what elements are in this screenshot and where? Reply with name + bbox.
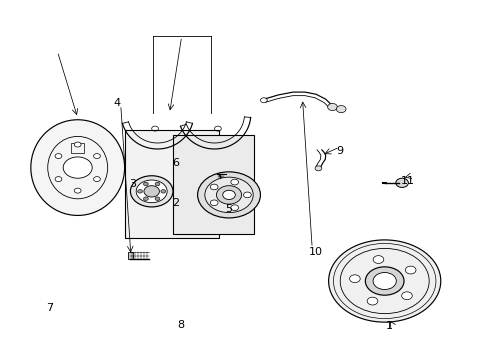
Circle shape (349, 275, 360, 283)
Circle shape (204, 177, 253, 213)
Circle shape (155, 182, 160, 186)
Circle shape (161, 190, 165, 193)
Circle shape (405, 266, 415, 274)
Circle shape (138, 190, 142, 193)
Circle shape (336, 105, 346, 113)
Text: 10: 10 (308, 247, 323, 257)
Circle shape (210, 184, 218, 190)
Circle shape (74, 142, 81, 147)
Circle shape (93, 154, 100, 158)
Circle shape (366, 297, 377, 305)
Bar (127, 252, 133, 259)
Text: 4: 4 (113, 98, 120, 108)
Circle shape (210, 200, 218, 206)
Circle shape (197, 172, 260, 218)
Circle shape (143, 186, 159, 197)
Circle shape (230, 179, 238, 185)
Circle shape (401, 292, 411, 300)
Circle shape (143, 197, 148, 201)
Circle shape (395, 178, 407, 188)
Circle shape (63, 157, 92, 178)
Circle shape (143, 182, 148, 186)
Circle shape (216, 186, 241, 204)
Ellipse shape (31, 120, 124, 215)
Text: 7: 7 (46, 303, 54, 313)
Text: 5: 5 (225, 204, 232, 214)
Circle shape (372, 256, 383, 264)
Circle shape (55, 177, 61, 181)
Bar (124, 130, 219, 238)
Text: 2: 2 (172, 198, 179, 208)
Circle shape (243, 192, 251, 198)
Circle shape (155, 197, 160, 201)
Circle shape (365, 267, 403, 295)
Circle shape (327, 103, 337, 111)
Circle shape (93, 177, 100, 181)
Circle shape (130, 176, 173, 207)
Circle shape (372, 273, 395, 289)
Bar (173, 135, 254, 234)
Circle shape (55, 154, 61, 158)
Circle shape (328, 240, 440, 322)
Text: 1: 1 (385, 321, 392, 331)
Circle shape (230, 205, 238, 211)
Circle shape (223, 190, 235, 199)
Circle shape (314, 166, 321, 171)
Text: 3: 3 (128, 179, 136, 189)
Text: 9: 9 (336, 146, 343, 156)
Bar (71, 143, 84, 153)
Text: 6: 6 (172, 158, 179, 168)
Circle shape (74, 188, 81, 193)
Circle shape (136, 180, 167, 203)
Text: 11: 11 (400, 176, 414, 186)
Text: 8: 8 (177, 320, 184, 330)
